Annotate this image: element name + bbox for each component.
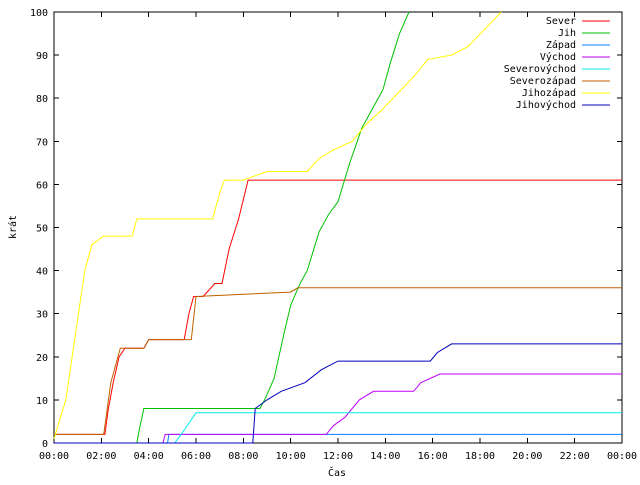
legend-label: Sever bbox=[546, 16, 576, 27]
x-tick-label: 22:00 bbox=[560, 451, 590, 462]
y-tick-label: 90 bbox=[36, 51, 48, 62]
series-line-6 bbox=[54, 287, 622, 435]
y-tick-label: 70 bbox=[36, 137, 48, 148]
y-tick-label: 60 bbox=[36, 180, 48, 191]
x-axis-label: Čas bbox=[328, 466, 346, 479]
x-tick-label: 18:00 bbox=[465, 451, 495, 462]
x-tick-label: 12:00 bbox=[323, 451, 353, 462]
y-tick-label: 50 bbox=[36, 224, 48, 235]
legend-label: Jih bbox=[558, 28, 576, 39]
y-tick-label: 0 bbox=[42, 439, 48, 450]
y-tick-label: 80 bbox=[36, 94, 48, 105]
x-tick-label: 02:00 bbox=[86, 451, 116, 462]
x-tick-label: 20:00 bbox=[512, 451, 542, 462]
x-tick-label: 04:00 bbox=[134, 451, 164, 462]
legend-label: Západ bbox=[546, 39, 576, 51]
series-line-1 bbox=[54, 179, 622, 435]
series-line-8 bbox=[54, 343, 622, 444]
x-tick-label: 16:00 bbox=[418, 451, 448, 462]
x-tick-label: 14:00 bbox=[370, 451, 400, 462]
series-line-4 bbox=[54, 373, 622, 444]
y-tick-label: 40 bbox=[36, 267, 48, 278]
x-tick-label: 00:00 bbox=[39, 451, 69, 462]
y-axis-label: krát bbox=[7, 215, 19, 239]
series-line-7 bbox=[53, 11, 502, 439]
legend-label: Severovýchod bbox=[504, 63, 576, 75]
y-tick-label: 100 bbox=[30, 8, 48, 19]
y-tick-label: 30 bbox=[36, 310, 48, 321]
x-tick-label: 10:00 bbox=[276, 451, 306, 462]
y-tick-label: 20 bbox=[36, 353, 48, 364]
x-tick-label: 06:00 bbox=[181, 451, 211, 462]
legend-label: Jihozápad bbox=[522, 87, 576, 99]
legend-label: Severozápad bbox=[510, 75, 576, 87]
legend-label: Jihovýchod bbox=[516, 99, 576, 111]
series-line-2 bbox=[54, 11, 410, 444]
x-tick-label: 00:00 bbox=[607, 451, 637, 462]
x-tick-label: 08:00 bbox=[228, 451, 258, 462]
y-tick-label: 10 bbox=[36, 396, 48, 407]
legend-label: Východ bbox=[540, 51, 576, 63]
